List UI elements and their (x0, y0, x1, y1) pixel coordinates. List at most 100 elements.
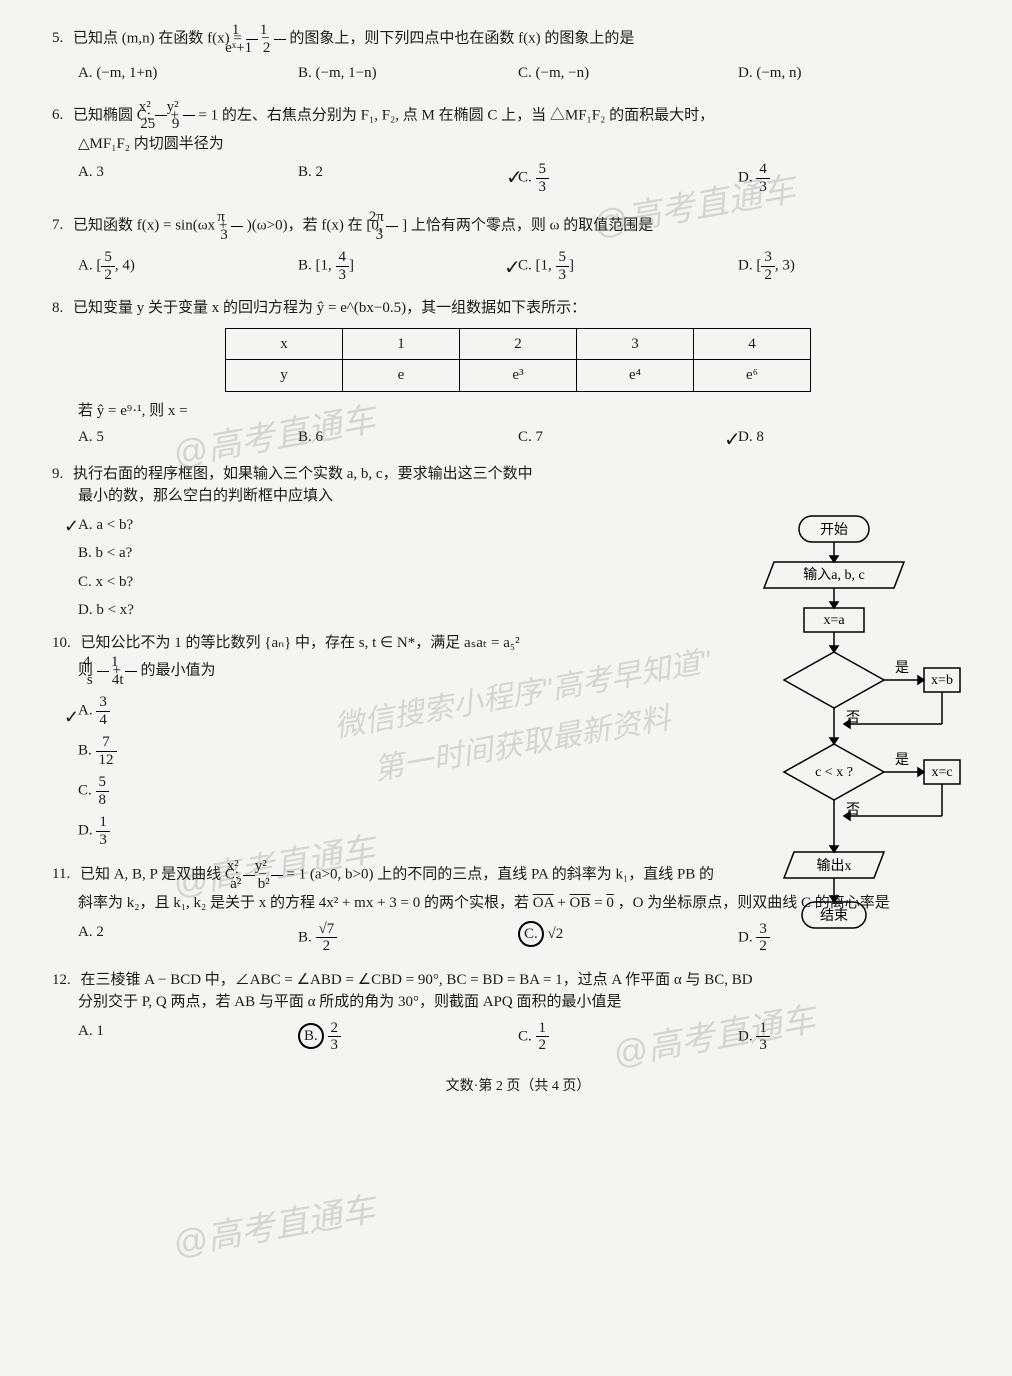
frac-num: y² (183, 99, 189, 116)
checkmark-icon: ✓ (64, 704, 79, 731)
checkmark-icon: ✓ (506, 163, 523, 193)
q6-options: A. 3 B. 2 ✓C. 53 D. 43 (78, 161, 984, 199)
opt-text: D. 8 (738, 429, 764, 445)
q8-opt-d: ✓D. 8 (738, 426, 958, 449)
q6-opt-c: ✓C. 53 (518, 161, 738, 195)
fc-xb: x=b (931, 673, 953, 688)
q5-opt-d: D. (−m, n) (738, 62, 958, 85)
page-footer: 文数·第 2 页（共 4 页） (52, 1076, 984, 1097)
fc-yes: 是 (895, 661, 909, 676)
fc-no: 否 (846, 711, 860, 726)
frac-num: 3 (761, 249, 775, 266)
checkmark-icon: ✓ (64, 513, 79, 540)
q8-table: x 1 2 3 4 y e e³ e⁴ e⁶ (225, 328, 811, 392)
frac-num: π (231, 209, 237, 226)
q11-text-c: = 1 (a>0, b>0) 上的不同的三点，直线 PA 的斜率为 k₁，直线 … (286, 866, 714, 882)
frac-den: eˣ+1 (246, 39, 258, 57)
frac-num: y² (271, 858, 277, 875)
question-10: 10. 已知公比不为 1 的等比数列 {aₙ} 中，存在 s, t ∈ N*，满… (52, 632, 718, 689)
frac-num: 1 (274, 22, 280, 39)
frac-den: 3 (328, 1036, 342, 1054)
q7-opt-b: B. [1, 43] (298, 249, 518, 283)
q8-text-a: 已知变量 y 关于变量 x 的回归方程为 ŷ = e^(bx−0.5)，其一组数… (73, 300, 586, 316)
q9-num: 9. (52, 466, 63, 482)
checkmark-icon: ✓ (724, 425, 741, 455)
question-7: 7. 已知函数 f(x) = sin(ωx + π3 )(ω>0)，若 f(x)… (52, 209, 984, 243)
q5-opt-b: B. (−m, 1−n) (298, 62, 518, 85)
table-cell: 4 (694, 328, 811, 360)
q6-text-c: = 1 的左、右焦点分别为 F₁, F₂, 点 M 在椭圆 C 上，当 △MF₁… (198, 107, 714, 123)
frac-den: 4 (96, 711, 110, 729)
frac-den: 3 (231, 226, 243, 244)
q6-frac1: x²25 (155, 99, 167, 133)
q8-text-b: 若 ŷ = e⁹·¹, 则 x = (78, 400, 984, 423)
q10-text-br: 的最小值为 (140, 662, 215, 678)
question-9: 9. 执行右面的程序框图，如果输入三个实数 a, b, c，要求输出这三个数中 … (52, 463, 718, 508)
opt-text: D. (78, 822, 96, 838)
q7-text-b: )(ω>0)，若 f(x) 在 [0, (247, 217, 387, 233)
opt-text: A. a < b? (78, 517, 133, 533)
opt-text: ] (349, 257, 354, 273)
frac-den: 3 (386, 226, 398, 244)
q5-text-c: 的图象上，则下列四点中也在函数 f(x) 的图象上的是 (289, 30, 634, 46)
frac-den: 2 (274, 39, 286, 57)
frac-num: √7 (316, 921, 338, 938)
q12-opt-a: A. 1 (78, 1020, 298, 1054)
q5-frac2: 12 (274, 22, 286, 56)
q11-num: 11. (52, 866, 70, 882)
frac-num: 4 (336, 249, 350, 266)
page-main: @高考直通车 @高考直通车 微信搜索小程序"高考早知道" 第一时间获取最新资料 … (52, 22, 984, 1097)
frac-den: 3 (756, 1036, 770, 1054)
q9-text-a: 执行右面的程序框图，如果输入三个实数 a, b, c，要求输出这三个数中 (73, 466, 533, 482)
frac-den: 2 (536, 1036, 550, 1054)
opt-text: A. (78, 702, 96, 718)
frac-den: 3 (556, 266, 570, 284)
q7-opt-d: D. [32, 3) (738, 249, 958, 283)
question-8: 8. 已知变量 y 关于变量 x 的回归方程为 ŷ = e^(bx−0.5)，其… (52, 297, 984, 320)
flowchart-diagram: 开始 输入a, b, c x=a x=b c < x ? x=c 输出x 结束 … (724, 512, 964, 1002)
opt-text: √2 (548, 926, 564, 942)
fc-xc: x=c (931, 765, 952, 780)
q8-num: 8. (52, 300, 63, 316)
table-cell: 3 (577, 328, 694, 360)
q7-opt-a: A. [52, 4) (78, 249, 298, 283)
opt-text: C. (78, 782, 96, 798)
frac-den: 3 (536, 178, 550, 196)
frac-num: x² (155, 99, 161, 116)
fc-xa: x=a (823, 613, 845, 628)
checkmark-icon: ✓ (504, 253, 521, 283)
q12-opt-b: B. 23 (298, 1020, 518, 1054)
q6-opt-b: B. 2 (298, 161, 518, 195)
opt-text: C. (524, 926, 538, 942)
q12-text-a: 在三棱锥 A − BCD 中，∠ABC = ∠ABD = ∠CBD = 90°,… (81, 972, 753, 988)
frac-num: 1 (96, 814, 110, 831)
frac-num: 1 (246, 22, 252, 39)
frac-den: 2 (761, 266, 775, 284)
opt-text: D. [ (738, 257, 761, 273)
q7-frac1: π3 (231, 209, 243, 243)
table-cell: e⁶ (694, 360, 811, 392)
q7-text-a: 已知函数 f(x) = sin(ωx + (73, 217, 231, 233)
q6-opt-d: D. 43 (738, 161, 958, 195)
q11-text-a: 已知 A, B, P 是双曲线 C: (80, 866, 243, 882)
q12-num: 12. (52, 972, 71, 988)
q11-text-f: = (594, 895, 606, 911)
q11-vec1: OA (533, 895, 554, 911)
fc-cond2: c < x ? (815, 765, 853, 780)
frac-den: 9 (183, 115, 195, 133)
table-cell: y (226, 360, 343, 392)
frac-den: a² (243, 875, 255, 893)
opt-text: B. (298, 929, 316, 945)
q10-text-a: 已知公比不为 1 的等比数列 {aₙ} 中，存在 s, t ∈ N*，满足 aₛ… (81, 635, 520, 651)
q6-num: 6. (52, 107, 63, 123)
frac-den: 8 (96, 791, 110, 809)
frac-den: 25 (155, 115, 167, 133)
opt-label: D. (738, 169, 753, 185)
q12-opt-c: C. 12 (518, 1020, 738, 1054)
frac-den: 2 (101, 266, 115, 284)
frac-num: 4 (756, 161, 770, 178)
q7-text-c: ] 上恰有两个零点，则 ω 的取值范围是 (402, 217, 653, 233)
opt-text: , 4) (115, 257, 135, 273)
fc-end: 结束 (820, 908, 848, 924)
fc-input: 输入a, b, c (803, 567, 864, 583)
